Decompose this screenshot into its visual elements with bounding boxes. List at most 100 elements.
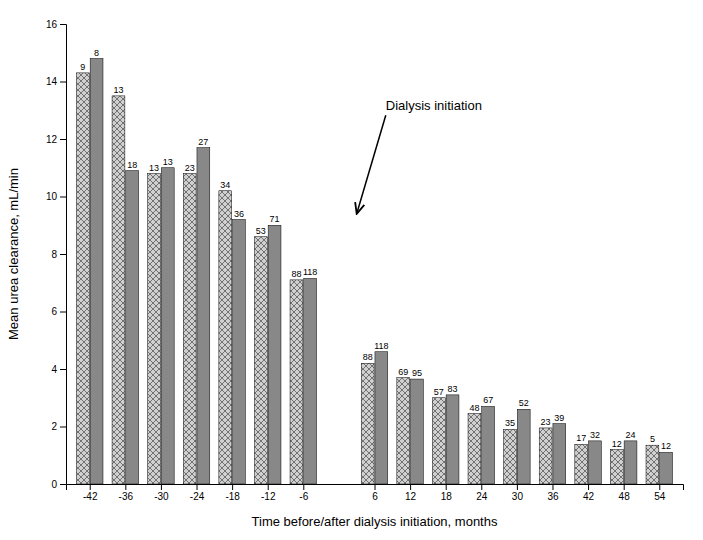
x-tick-label: -12	[261, 491, 276, 502]
x-axis-line	[67, 485, 684, 491]
y-axis-title: Mean urea clearance, mL/min	[6, 168, 21, 340]
bar-label: 88	[363, 352, 373, 362]
x-tick: 6	[372, 484, 378, 502]
x-tick-mark	[125, 484, 126, 490]
x-tick-label: 18	[441, 491, 453, 502]
y-tick-mark	[60, 139, 66, 140]
bar-label: 18	[127, 160, 137, 170]
y-tick-mark	[60, 24, 66, 25]
x-tick: 54	[654, 484, 666, 502]
x-tick: 48	[619, 484, 631, 502]
annotation: Dialysis initiation	[386, 98, 482, 113]
y-tick-mark	[60, 369, 66, 370]
y-tick-mark	[60, 254, 66, 255]
bar-label: 83	[448, 384, 458, 394]
bar-label: 88	[291, 269, 301, 279]
y-tick-mark	[60, 427, 66, 428]
x-tick: 36	[547, 484, 559, 502]
bar	[411, 379, 424, 484]
x-tick-mark	[232, 484, 233, 490]
bar	[290, 280, 303, 484]
bar	[646, 445, 659, 484]
y-tick: 8	[51, 249, 66, 260]
x-tick-label: 42	[583, 491, 595, 502]
x-tick: -6	[299, 484, 308, 502]
bar-label: 118	[303, 267, 317, 277]
bar-label: 9	[80, 62, 85, 72]
y-tick: 14	[46, 76, 66, 87]
x-tick-label: 48	[619, 491, 631, 502]
x-tick-label: 6	[372, 491, 378, 502]
bar	[268, 225, 281, 484]
x-tick-mark	[161, 484, 162, 490]
y-tick-mark	[60, 484, 66, 485]
y-tick-label: 0	[51, 479, 57, 490]
x-axis: -42-36-30-24-18-12-661218243036424854	[67, 484, 684, 502]
x-tick-label: -6	[299, 491, 308, 502]
bar	[624, 441, 637, 484]
bar	[432, 398, 445, 484]
bar-label: 118	[374, 341, 388, 351]
y-axis-line	[60, 25, 67, 485]
bar-labels: 9131323345388886957483523171258181327367…	[80, 48, 671, 452]
x-tick-label: -36	[119, 491, 134, 502]
y-tick-label: 16	[46, 19, 58, 30]
bar-label: 48	[469, 403, 479, 413]
bar	[517, 409, 530, 484]
x-tick-mark	[375, 484, 376, 490]
bar	[482, 406, 495, 484]
x-tick-mark	[303, 484, 304, 490]
x-tick: -30	[154, 484, 169, 502]
bar	[468, 414, 481, 484]
bar-label: 71	[270, 214, 280, 224]
x-tick-label: -18	[225, 491, 240, 502]
x-tick-mark	[552, 484, 553, 490]
y-tick-label: 10	[46, 191, 58, 202]
bar	[254, 237, 267, 484]
y-tick-label: 14	[46, 76, 58, 87]
y-tick: 10	[46, 191, 66, 202]
bar-label: 34	[220, 180, 230, 190]
bar-label: 13	[149, 163, 159, 173]
x-tick: -18	[225, 484, 240, 502]
y-tick-label: 2	[51, 421, 57, 432]
y-tick-mark	[60, 197, 66, 198]
y-tick-label: 8	[51, 249, 57, 260]
y-tick: 16	[46, 19, 66, 30]
bar	[446, 395, 459, 484]
x-tick-mark	[481, 484, 482, 490]
x-axis-title: Time before/after dialysis initiation, m…	[252, 514, 498, 529]
bar	[553, 424, 566, 484]
bar	[90, 59, 103, 485]
bar-label: 8	[94, 48, 99, 58]
bar	[361, 363, 374, 484]
bar	[112, 96, 125, 484]
x-tick-mark	[624, 484, 625, 490]
x-tick: -12	[261, 484, 276, 502]
bar	[76, 73, 89, 484]
x-tick-mark	[517, 484, 518, 490]
x-tick-mark	[268, 484, 269, 490]
bar-label: 12	[661, 441, 671, 451]
annotation-arrow	[357, 115, 386, 214]
bar-label: 39	[554, 413, 564, 423]
bar	[197, 148, 210, 484]
x-tick-mark	[588, 484, 589, 490]
y-tick-label: 4	[51, 364, 57, 375]
x-tick: 24	[476, 484, 488, 502]
y-tick-mark	[60, 312, 66, 313]
bar	[397, 378, 410, 484]
bar-label: 27	[198, 137, 208, 147]
x-tick: 12	[405, 484, 417, 502]
bar-label: 52	[519, 398, 529, 408]
bar-label: 12	[612, 439, 622, 449]
bar	[504, 429, 517, 484]
bar	[183, 174, 196, 485]
bar	[233, 220, 246, 485]
bar-label: 13	[163, 157, 173, 167]
x-tick: -42	[83, 484, 98, 502]
x-tick-label: -30	[154, 491, 169, 502]
bar	[575, 444, 588, 484]
x-tick: 18	[441, 484, 453, 502]
y-tick: 0	[51, 479, 66, 490]
